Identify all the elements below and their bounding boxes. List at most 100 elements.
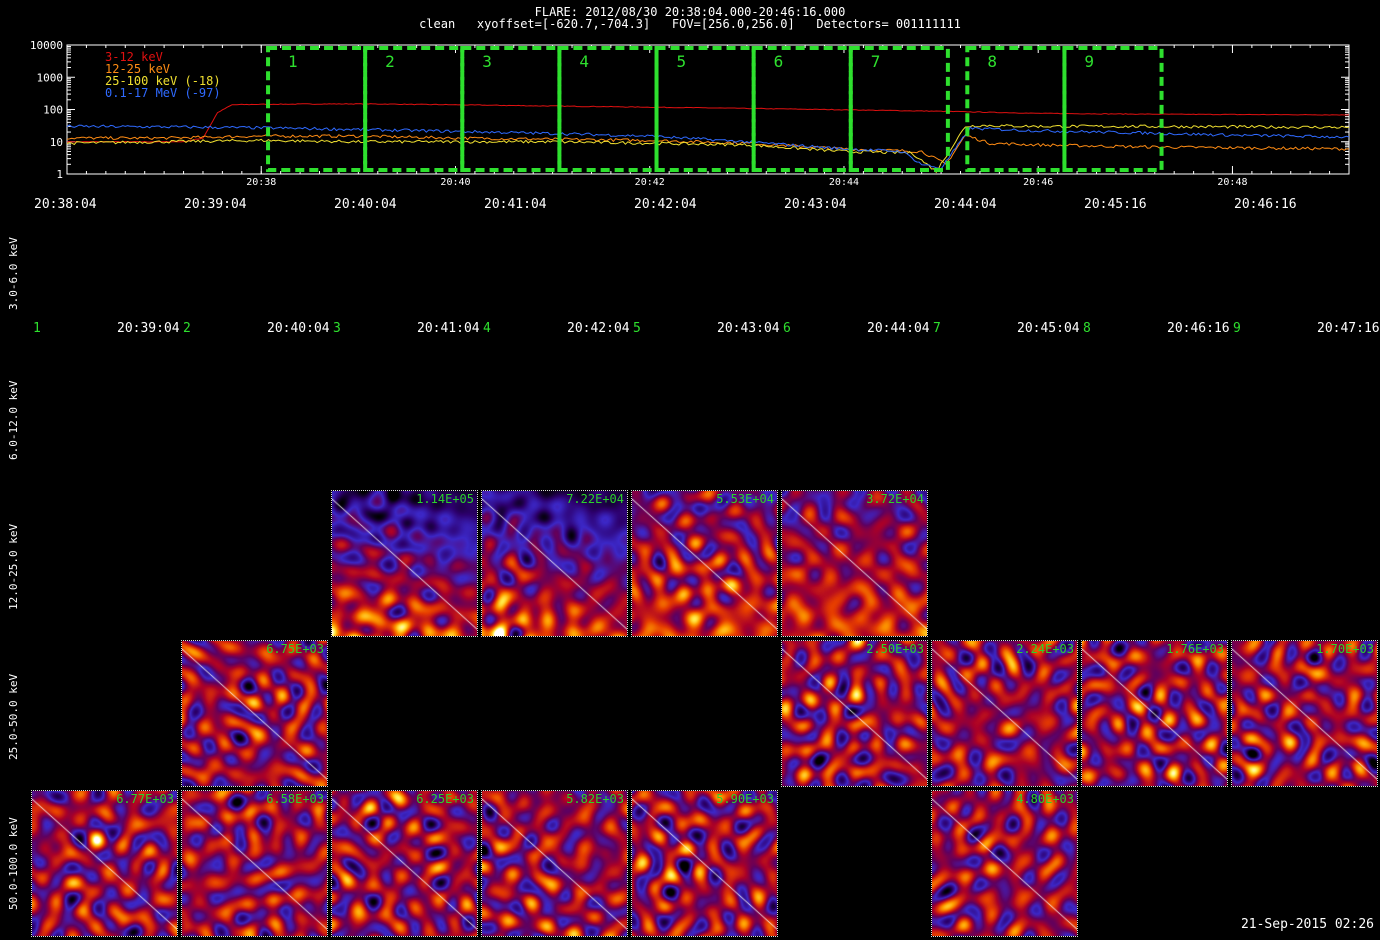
x-tick-label: 20:48 — [1217, 177, 1247, 188]
y-tick-label: 100 — [43, 104, 63, 117]
image-panel: 7.22E+04 — [481, 490, 628, 637]
column-end-time: 20:47:16 — [1317, 321, 1380, 336]
interval-box — [266, 46, 368, 172]
image-map — [632, 491, 777, 636]
image-panel: 1.76E+03 — [1081, 640, 1228, 787]
interval-box — [363, 46, 465, 172]
image-map — [782, 641, 927, 786]
image-panel: 6.25E+03 — [331, 790, 478, 937]
image-max-value: 2.50E+03 — [866, 642, 924, 656]
interval-box — [1062, 46, 1164, 172]
column-number: 6 — [783, 321, 791, 336]
column-number: 1 — [33, 321, 41, 336]
image-panel: 2.24E+03 — [931, 640, 1078, 787]
image-max-value: 1.14E+05 — [416, 492, 474, 506]
image-map — [482, 791, 627, 936]
image-panel: 5.82E+03 — [481, 790, 628, 937]
image-panel: 5.90E+03 — [631, 790, 778, 937]
interval-box — [654, 46, 756, 172]
image-max-value: 4.80E+03 — [1016, 792, 1074, 806]
x-tick-label: 20:38 — [246, 177, 276, 188]
image-map — [932, 641, 1077, 786]
energy-band-label: 25.0-50.0 keV — [7, 673, 20, 760]
image-panel: 1.70E+03 — [1231, 640, 1378, 787]
image-map — [1232, 641, 1377, 786]
image-max-value: 6.58E+03 — [266, 792, 324, 806]
interval-label: 7 — [871, 52, 881, 71]
image-map — [1082, 641, 1227, 786]
image-max-value: 3.72E+04 — [866, 492, 924, 506]
interval-box — [460, 46, 562, 172]
image-map — [632, 791, 777, 936]
column-end-time: 20:45:04 — [1017, 321, 1080, 336]
y-tick-label: 10000 — [30, 39, 63, 52]
x-tick-label: 20:44 — [829, 177, 859, 188]
image-max-value: 5.82E+03 — [566, 792, 624, 806]
legend-entry: 3-12 keV — [105, 50, 163, 64]
row-time-label: 20:44:04 — [934, 197, 997, 212]
legend-entry: 12-25 keV — [105, 62, 170, 76]
interval-box — [965, 46, 1067, 172]
interval-label: 2 — [385, 52, 395, 71]
legend-entry: 25-100 keV (-18) — [105, 74, 221, 88]
interval-label: 3 — [482, 52, 492, 71]
image-max-value: 1.70E+03 — [1316, 642, 1374, 656]
plot-subtitle: clean xyoffset=[-620.7,-704.3] FOV=[256.… — [419, 17, 961, 31]
image-panel: 6.58E+03 — [181, 790, 328, 937]
column-number: 2 — [183, 321, 191, 336]
x-tick-label: 20:46 — [1023, 177, 1053, 188]
series-line — [66, 103, 1350, 143]
image-max-value: 5.90E+03 — [716, 792, 774, 806]
column-end-time: 20:40:04 — [267, 321, 330, 336]
energy-band-label: 50.0-100.0 keV — [7, 817, 20, 910]
image-panel: 2.50E+03 — [781, 640, 928, 787]
energy-band-label: 12.0-25.0 keV — [7, 523, 20, 610]
interval-label: 6 — [774, 52, 784, 71]
image-panel: 1.14E+05 — [331, 490, 478, 637]
column-end-time: 20:39:04 — [117, 321, 180, 336]
row-time-label: 20:42:04 — [634, 197, 697, 212]
y-tick-label: 1000 — [37, 71, 64, 84]
interval-label: 4 — [579, 52, 589, 71]
column-end-time: 20:46:16 — [1167, 321, 1230, 336]
column-end-time: 20:41:04 — [417, 321, 480, 336]
column-number: 3 — [333, 321, 341, 336]
interval-box — [751, 46, 853, 172]
image-panel: 6.75E+03 — [181, 640, 328, 787]
row-time-label: 20:39:04 — [184, 197, 247, 212]
interval-label: 5 — [677, 52, 687, 71]
image-max-value: 6.77E+03 — [116, 792, 174, 806]
image-map — [182, 641, 327, 786]
lightcurve-chart: 10000 1000 100 10 1 20:38 20:40 20:42 20:44 20:46… — [30, 39, 1350, 188]
image-max-value: 2.24E+03 — [1016, 642, 1074, 656]
image-map — [332, 491, 477, 636]
energy-band-label: 3.0-6.0 keV — [7, 237, 20, 310]
plot-frame — [66, 44, 1350, 175]
image-map — [932, 791, 1077, 936]
interval-label: 1 — [288, 52, 298, 71]
image-panel: 3.72E+04 — [781, 490, 928, 637]
image-max-value: 5.53E+04 — [716, 492, 774, 506]
series-line — [66, 124, 1350, 170]
y-tick-label: 10 — [50, 136, 63, 149]
image-max-value: 1.76E+03 — [1166, 642, 1224, 656]
image-map — [32, 791, 177, 936]
image-map — [332, 791, 477, 936]
column-end-time: 20:44:04 — [867, 321, 930, 336]
series-line — [66, 134, 1349, 165]
interval-label: 8 — [987, 52, 997, 71]
image-map — [782, 491, 927, 636]
series-line — [66, 124, 1350, 174]
legend-entry: 0.1-17 MeV (-97) — [105, 86, 221, 100]
column-number: 7 — [933, 321, 941, 336]
column-end-time: 20:42:04 — [567, 321, 630, 336]
column-end-time: 20:43:04 — [717, 321, 780, 336]
plot-title: FLARE: 2012/08/30 20:38:04.000-20:46:16.… — [534, 5, 846, 19]
image-map — [182, 791, 327, 936]
row-time-label: 20:46:16 — [1234, 197, 1297, 212]
image-panel: 6.77E+03 — [31, 790, 178, 937]
y-tick-label: 1 — [56, 168, 63, 181]
row-time-label: 20:43:04 — [784, 197, 847, 212]
energy-band-label: 6.0-12.0 keV — [7, 380, 20, 460]
x-tick-label: 20:42 — [635, 177, 665, 188]
